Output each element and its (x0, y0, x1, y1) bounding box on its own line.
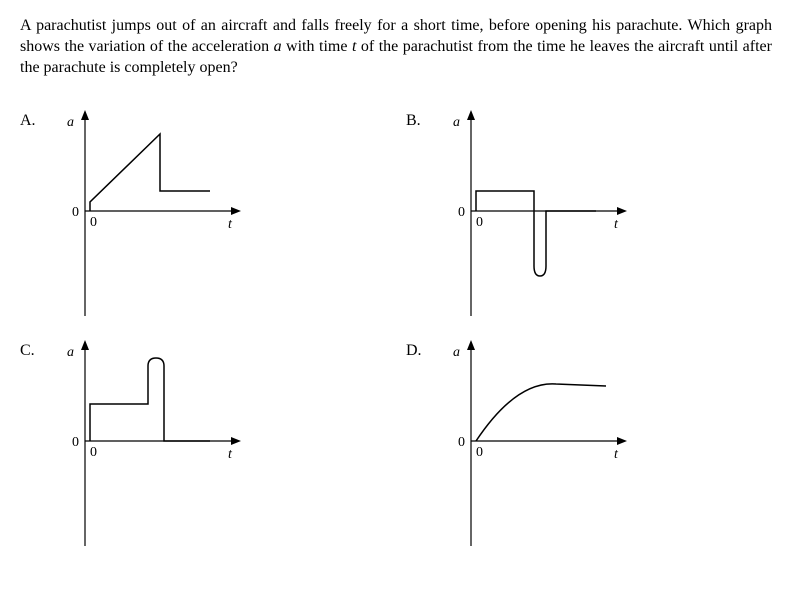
option-c-label: C. (20, 336, 50, 360)
option-c: C. a t 0 0 (20, 336, 386, 556)
y-label-d: a (453, 345, 460, 360)
axes-a: a t 0 0 (67, 110, 241, 316)
origin-below-c: 0 (90, 445, 97, 460)
y-label-b: a (453, 115, 460, 130)
curve-d (476, 384, 606, 441)
curve-a (90, 134, 210, 211)
graph-a: a t 0 0 (50, 106, 270, 326)
option-b: B. a t 0 0 (406, 106, 772, 326)
graph-d: a t 0 0 (436, 336, 656, 556)
curve-c (90, 358, 210, 441)
origin-left-c: 0 (72, 435, 79, 450)
option-d: D. a t 0 0 (406, 336, 772, 556)
axes-b: a t 0 0 (453, 110, 627, 316)
x-label-c: t (228, 447, 233, 462)
origin-left-d: 0 (458, 435, 465, 450)
origin-below-b: 0 (476, 215, 483, 230)
option-d-label: D. (406, 336, 436, 360)
option-a: A. a t 0 0 (20, 106, 386, 326)
graph-b: a t 0 0 (436, 106, 656, 326)
origin-left-b: 0 (458, 205, 465, 220)
options-grid: A. a t 0 0 B. a t (20, 106, 772, 556)
y-label-a: a (67, 115, 74, 130)
origin-left-a: 0 (72, 205, 79, 220)
q-var-a: a (274, 38, 282, 55)
x-label-b: t (614, 217, 619, 232)
graph-c: a t 0 0 (50, 336, 270, 556)
question-text: A parachutist jumps out of an aircraft a… (20, 16, 772, 78)
axes-c: a t 0 0 (67, 340, 241, 546)
axes-d: a t 0 0 (453, 340, 627, 546)
y-label-c: a (67, 345, 74, 360)
option-a-label: A. (20, 106, 50, 130)
q-part-2: with time (282, 38, 352, 55)
curve-b (476, 191, 596, 276)
x-label-a: t (228, 217, 233, 232)
origin-below-d: 0 (476, 445, 483, 460)
option-b-label: B. (406, 106, 436, 130)
x-label-d: t (614, 447, 619, 462)
origin-below-a: 0 (90, 215, 97, 230)
